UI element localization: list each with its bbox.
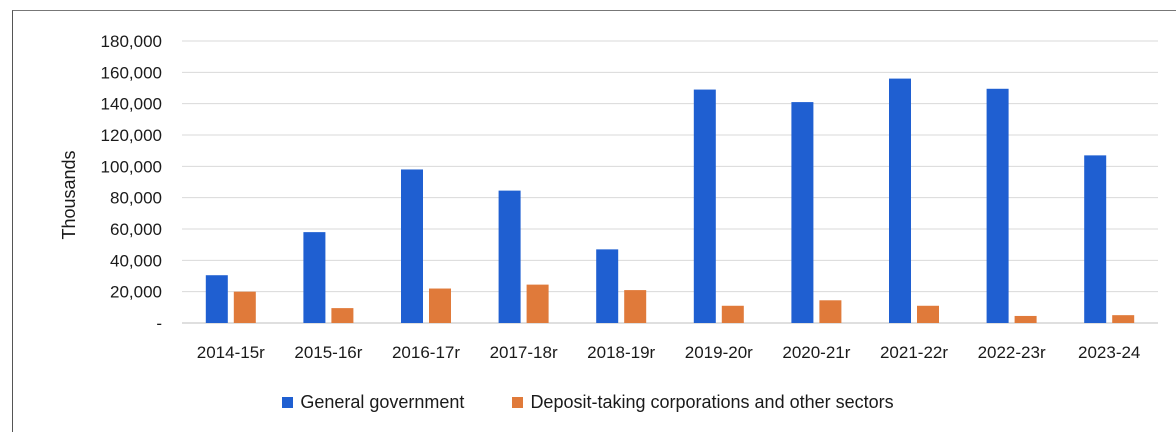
bar-general-government [303, 232, 326, 323]
bar-deposit-taking [526, 284, 549, 323]
bar-deposit-taking [624, 290, 647, 323]
x-tick-label: 2015-16r [294, 343, 362, 362]
y-tick-label: 180,000 [101, 32, 162, 51]
bar-general-government [596, 249, 619, 323]
legend-swatch-deposit-taking [512, 397, 524, 408]
y-tick-label: 80,000 [110, 189, 162, 208]
bar-general-government [1084, 155, 1107, 323]
bar-general-government [498, 190, 521, 323]
bar-general-government [791, 102, 814, 323]
legend-label-deposit-taking: Deposit-taking corporations and other se… [530, 392, 894, 412]
x-tick-label: 2021-22r [880, 343, 948, 362]
y-tick-label: 100,000 [101, 157, 162, 176]
y-tick-label: 40,000 [110, 251, 162, 270]
bar-deposit-taking [721, 305, 744, 323]
bar-general-government [205, 275, 228, 323]
y-tick-label: 140,000 [101, 95, 162, 114]
bar-deposit-taking [1112, 315, 1135, 323]
x-tick-label: 2020-21r [782, 343, 850, 362]
y-axis-title: Thousands [59, 150, 79, 239]
bar-deposit-taking [429, 288, 451, 323]
x-tick-label: 2023-24 [1078, 343, 1140, 362]
x-axis-ticks: 2014-15r 2015-16r 2016-17r 2017-18r 2018-19r… [197, 343, 1141, 362]
y-tick-label: 160,000 [101, 63, 162, 82]
x-tick-label: 2018-19r [587, 343, 655, 362]
y-tick-label: 20,000 [110, 283, 162, 302]
x-tick-label: 2019-20r [685, 343, 753, 362]
bar-general-government [693, 89, 716, 323]
legend-item-general-government: General government [282, 392, 464, 413]
bar-chart: Thousands - 20,000 40,000 60,000 80,000 100,0… [59, 32, 1158, 362]
x-tick-label: 2014-15r [197, 343, 265, 362]
bar-general-government [986, 88, 1009, 324]
y-tick-label: 60,000 [110, 220, 162, 239]
y-axis-ticks: - 20,000 40,000 60,000 80,000 100,000 120,000 1… [101, 32, 162, 333]
bar-deposit-taking [819, 300, 842, 323]
bar-general-government [889, 78, 911, 323]
bars [205, 78, 1135, 324]
bar-general-government [401, 169, 423, 323]
gridlines [182, 40, 1158, 324]
bar-deposit-taking [233, 291, 256, 323]
bar-deposit-taking [1014, 315, 1037, 323]
bar-deposit-taking [331, 308, 354, 323]
legend-label-general-government: General government [300, 392, 465, 412]
y-tick-label: - [156, 314, 162, 333]
x-tick-label: 2022-23r [978, 343, 1046, 362]
bar-deposit-taking [917, 305, 939, 323]
legend: General government Deposit-taking corpor… [0, 392, 1176, 413]
chart-frame [12, 10, 1176, 432]
x-tick-label: 2016-17r [392, 343, 460, 362]
legend-swatch-general-government [282, 397, 294, 408]
x-tick-label: 2017-18r [490, 343, 558, 362]
legend-item-deposit-taking: Deposit-taking corporations and other se… [512, 392, 894, 413]
y-tick-label: 120,000 [101, 126, 162, 145]
